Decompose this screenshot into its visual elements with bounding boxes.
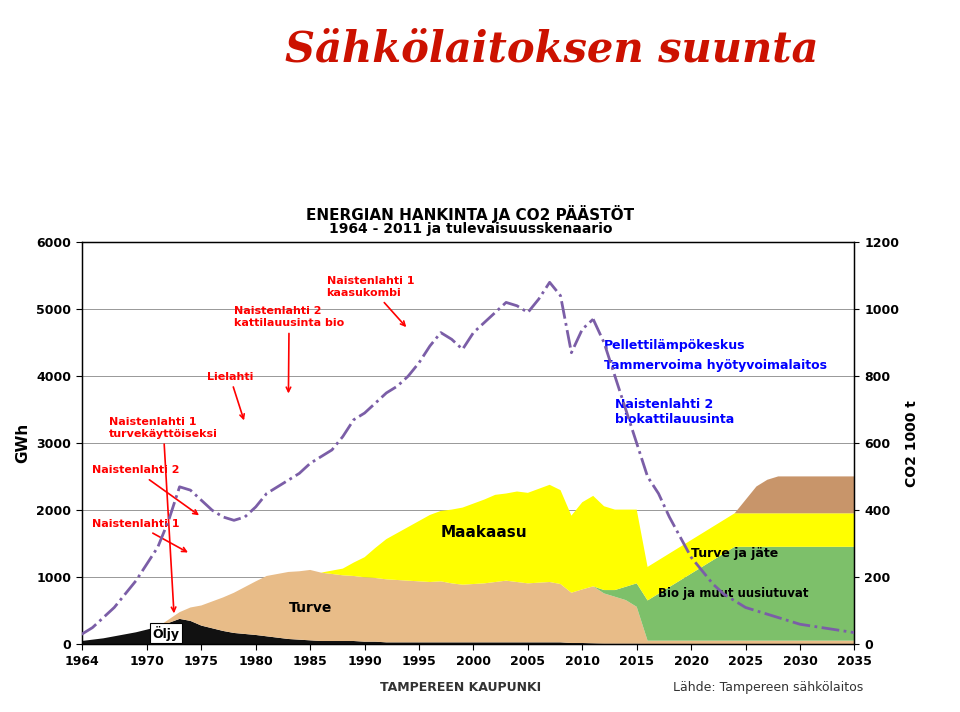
Text: Naistenlahti 1
turvekäyttöiseksi: Naistenlahti 1 turvekäyttöiseksi: [108, 417, 218, 612]
Text: Tammervoima hyötyvoimalaitos: Tammervoima hyötyvoimalaitos: [604, 360, 828, 372]
Text: Naistenlahti 2
kattilauusinta bio: Naistenlahti 2 kattilauusinta bio: [234, 306, 345, 392]
Text: Lielahti: Lielahti: [206, 372, 253, 419]
Text: Maakaasu: Maakaasu: [441, 525, 527, 540]
Text: Bio ja muut uusiutuvat: Bio ja muut uusiutuvat: [659, 587, 809, 600]
Text: 1964 - 2011 ja tulevaisuusskenaario: 1964 - 2011 ja tulevaisuusskenaario: [328, 222, 612, 236]
Text: Naistenlahti 1
kaasukombi: Naistenlahti 1 kaasukombi: [326, 276, 414, 326]
Text: Naistenlahti 2
biokattilauusinta: Naistenlahti 2 biokattilauusinta: [615, 398, 734, 426]
Text: Öljy: Öljy: [153, 626, 180, 641]
Text: Turve ja jäte: Turve ja jäte: [691, 548, 779, 560]
Text: TAMPEREEN KAUPUNKI: TAMPEREEN KAUPUNKI: [380, 681, 541, 693]
Text: Pellettilämpökeskus: Pellettilämpökeskus: [604, 340, 746, 352]
Text: Turve: Turve: [288, 601, 332, 615]
Text: Naistenlahti 2: Naistenlahti 2: [92, 466, 198, 514]
Text: ENERGIAN HANKINTA JA CO2 PÄÄSTÖT: ENERGIAN HANKINTA JA CO2 PÄÄSTÖT: [306, 204, 635, 223]
Text: Naistenlahti 1: Naistenlahti 1: [92, 519, 186, 552]
Text: Sähkölaitoksen suunta: Sähkölaitoksen suunta: [285, 29, 819, 70]
Y-axis label: GWh: GWh: [15, 423, 31, 464]
Y-axis label: CO2 1000 t: CO2 1000 t: [904, 399, 919, 487]
Text: Lähde: Tampereen sähkölaitos: Lähde: Tampereen sähkölaitos: [673, 681, 863, 693]
